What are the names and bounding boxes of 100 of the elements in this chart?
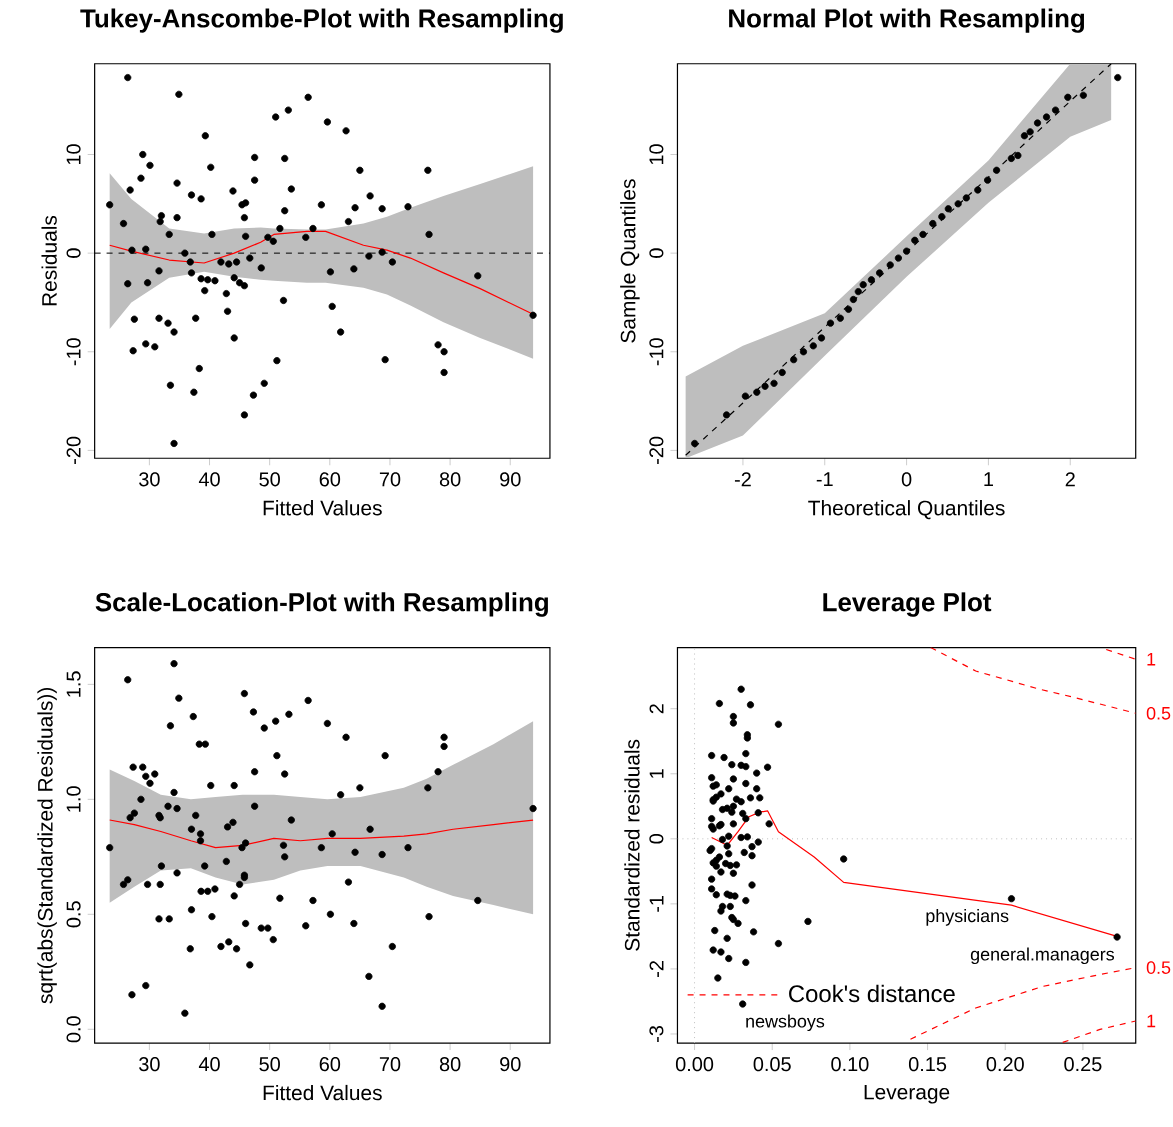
- annotation: general.managers: [970, 947, 1115, 965]
- point: [1007, 154, 1015, 163]
- y-axis-title: Residuals: [41, 216, 57, 306]
- y-tick-label: -1: [649, 896, 664, 912]
- x-tick-label: 0.25: [1064, 1057, 1102, 1072]
- point: [836, 314, 844, 322]
- point: [809, 342, 817, 350]
- y-tick-label: 1.5: [66, 671, 81, 697]
- x-tick-label: 70: [379, 472, 401, 487]
- x-tick-label: 60: [319, 472, 341, 487]
- point: [753, 388, 761, 396]
- point: [741, 392, 749, 400]
- y-tick-label: 2: [649, 704, 664, 714]
- point: [1014, 152, 1022, 160]
- x-axis-title: Fitted Values: [263, 1085, 382, 1101]
- x-tick-label: 0.10: [831, 1057, 869, 1072]
- point: [817, 334, 826, 342]
- point: [993, 166, 1001, 174]
- x-axis-title: Theoretical Quantiles: [808, 500, 1005, 520]
- point: [1026, 128, 1034, 136]
- point: [1079, 91, 1087, 100]
- x-tick-label: 2: [1065, 472, 1075, 487]
- x-tick-label: 0: [901, 472, 912, 487]
- x-tick-label: 40: [198, 1057, 220, 1072]
- x-tick-label: 70: [379, 1057, 401, 1072]
- annotation: 1: [1147, 1014, 1156, 1028]
- point: [974, 186, 982, 194]
- point: [1114, 74, 1122, 82]
- y-tick-label: -10: [649, 338, 664, 366]
- point: [1020, 132, 1029, 140]
- x-tick-label: 60: [319, 1057, 341, 1072]
- point: [778, 369, 786, 377]
- point: [929, 220, 937, 228]
- x-tick-label: 1: [984, 472, 993, 487]
- annotation: 0.5: [1146, 961, 1171, 975]
- point: [854, 288, 862, 296]
- point: [1042, 113, 1051, 121]
- x-tick-label: -2: [734, 472, 751, 487]
- point: [876, 269, 884, 277]
- point: [894, 254, 902, 262]
- point: [938, 213, 946, 221]
- point: [954, 200, 962, 208]
- point: [903, 247, 911, 255]
- point: [984, 176, 992, 184]
- point: [761, 382, 769, 390]
- point: [1064, 93, 1072, 102]
- point: [1033, 119, 1042, 127]
- y-tick-label: -20: [66, 436, 81, 465]
- y-tick-label: -2: [649, 961, 664, 978]
- y-tick-label: 1.0: [66, 786, 81, 812]
- x-tick-label: 0.05: [753, 1057, 791, 1072]
- chart-title: Scale-Location-Plot with Resampling: [95, 592, 548, 617]
- x-tick-label: 0.20: [986, 1057, 1024, 1072]
- point: [919, 230, 927, 239]
- y-tick-label: -20: [649, 436, 664, 465]
- point: [1051, 106, 1060, 114]
- annotation: physicians: [926, 909, 1009, 926]
- y-tick-label: -3: [649, 1026, 664, 1043]
- x-tick-label: 80: [439, 472, 461, 487]
- point: [944, 205, 952, 213]
- chart-title: Tukey-Anscombe-Plot with Resampling: [80, 8, 563, 33]
- x-axis-title: Leverage: [864, 1085, 950, 1104]
- chart-title: Leverage Plot: [823, 592, 992, 617]
- point: [886, 261, 894, 269]
- y-tick-label: 0: [649, 248, 664, 259]
- point: [911, 236, 919, 245]
- x-tick-label: -1: [816, 472, 833, 487]
- x-tick-label: 90: [500, 472, 521, 487]
- annotation: 0.5: [1146, 707, 1171, 720]
- y-tick-label: 10: [649, 144, 664, 165]
- point: [859, 281, 867, 289]
- y-tick-label: 1: [649, 769, 664, 778]
- y-tick-label: 0: [649, 834, 664, 844]
- y-tick-label: -10: [66, 338, 81, 366]
- y-tick-label: 10: [66, 144, 81, 165]
- point: [722, 411, 731, 419]
- point: [867, 276, 875, 284]
- point: [962, 194, 970, 202]
- point: [790, 356, 798, 364]
- x-tick-label: 50: [259, 1057, 280, 1072]
- x-tick-label: 90: [500, 1057, 521, 1072]
- x-tick-label: 0.15: [908, 1057, 947, 1072]
- legend-label: Cook's distance: [789, 984, 955, 1003]
- point: [691, 440, 699, 448]
- y-axis-title: sqrt(abs(Standardized Residuals)): [37, 688, 57, 1004]
- point: [826, 319, 835, 327]
- x-tick-label: 0.00: [675, 1057, 714, 1072]
- point: [844, 305, 853, 314]
- y-tick-label: 0: [66, 248, 81, 259]
- chart-title: Normal Plot with Resampling: [729, 8, 1085, 33]
- point: [770, 379, 778, 388]
- y-axis-title: Standardized residuals: [624, 739, 640, 951]
- x-axis-title: Fitted Values: [263, 500, 382, 516]
- y-tick-label: 0.5: [66, 901, 81, 928]
- x-tick-label: 30: [139, 472, 160, 487]
- x-tick-label: 40: [198, 472, 220, 487]
- x-tick-label: 80: [439, 1057, 461, 1072]
- x-tick-label: 30: [139, 1057, 160, 1072]
- y-tick-label: 0.0: [66, 1016, 81, 1043]
- y-axis-title: Sample Quantiles: [620, 179, 640, 343]
